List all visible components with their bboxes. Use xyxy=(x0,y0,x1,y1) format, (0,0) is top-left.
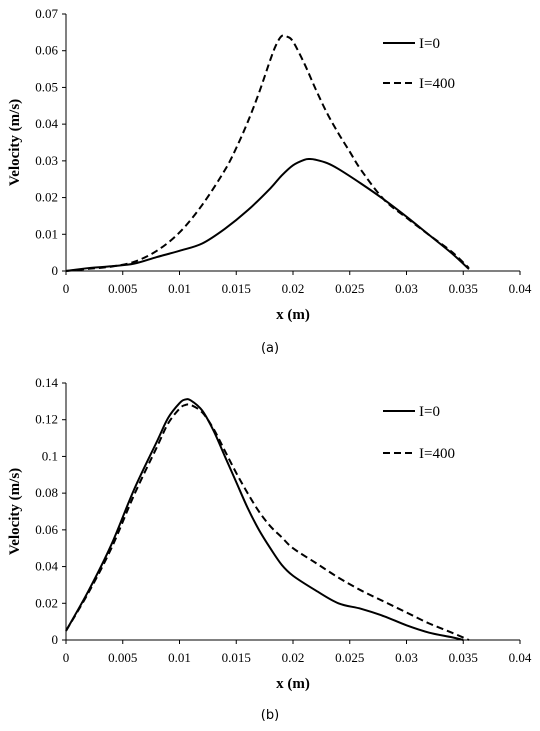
x-tick-label: 0.02 xyxy=(282,650,305,665)
y-tick-label: 0.14 xyxy=(35,375,58,390)
x-tick-label: 0.015 xyxy=(222,281,251,296)
chart-b: 0 0.005 0.01 0.015 0.02 0.025 0.03 0.035 0.04 0 0.… xyxy=(7,375,532,723)
y-axis-title: Velocity (m/s) xyxy=(7,99,23,186)
y-tick-label: 0.04 xyxy=(35,559,58,574)
y-tick-label: 0.08 xyxy=(35,485,58,500)
legend-label: I=0 xyxy=(419,36,440,52)
y-tick-label: 0.01 xyxy=(35,226,58,241)
y-tick-label: 0.1 xyxy=(42,448,58,463)
x-tick-label: 0.035 xyxy=(449,650,478,665)
legend-label: I=0 xyxy=(419,404,440,420)
x-tick-label: 0.005 xyxy=(108,281,137,296)
series-line-i-400 xyxy=(65,403,470,641)
x-tick-label: 0.025 xyxy=(335,650,364,665)
y-tick-label: 0.06 xyxy=(35,43,58,58)
series-line-i-0 xyxy=(65,398,464,641)
x-tick-label: 0.01 xyxy=(168,650,191,665)
figure-caption: (a) xyxy=(261,341,279,356)
chart-a: 0 0.005 0.01 0.015 0.02 0.025 0.03 0.035 0.04 0 0.… xyxy=(7,6,532,356)
legend-label: I=400 xyxy=(419,446,455,462)
x-tick-label: 0.04 xyxy=(509,281,532,296)
figure-caption: (b) xyxy=(261,708,279,723)
y-axis-title: Velocity (m/s) xyxy=(7,468,23,555)
x-tick-label: 0 xyxy=(63,281,70,296)
y-tick-label: 0.12 xyxy=(35,412,58,427)
y-tick-label: 0.02 xyxy=(35,190,58,205)
x-tick-label: 0 xyxy=(63,650,70,665)
x-tick-label: 0.02 xyxy=(282,281,305,296)
y-tick-label: 0.06 xyxy=(35,522,58,537)
y-tick-label: 0 xyxy=(52,263,59,278)
y-tick-label: 0.07 xyxy=(35,6,58,21)
x-tick-label: 0.015 xyxy=(222,650,251,665)
x-tick-label: 0.01 xyxy=(168,281,191,296)
y-tick-label: 0.03 xyxy=(35,153,58,168)
y-tick-label: 0.04 xyxy=(35,116,58,131)
x-tick-label: 0.005 xyxy=(108,650,137,665)
series-line-i-400 xyxy=(65,34,470,272)
legend-label: I=400 xyxy=(419,76,455,92)
x-axis-title: x (m) xyxy=(276,307,310,323)
y-tick-label: 0.02 xyxy=(35,595,58,610)
y-tick-label: 0.05 xyxy=(35,79,58,94)
x-tick-label: 0.03 xyxy=(395,650,418,665)
y-tick-label: 0 xyxy=(52,632,59,647)
x-axis-title: x (m) xyxy=(276,676,310,692)
x-tick-label: 0.035 xyxy=(449,281,478,296)
x-tick-label: 0.04 xyxy=(509,650,532,665)
x-tick-label: 0.03 xyxy=(395,281,418,296)
x-tick-label: 0.025 xyxy=(335,281,364,296)
series-line-i-0 xyxy=(65,157,470,272)
